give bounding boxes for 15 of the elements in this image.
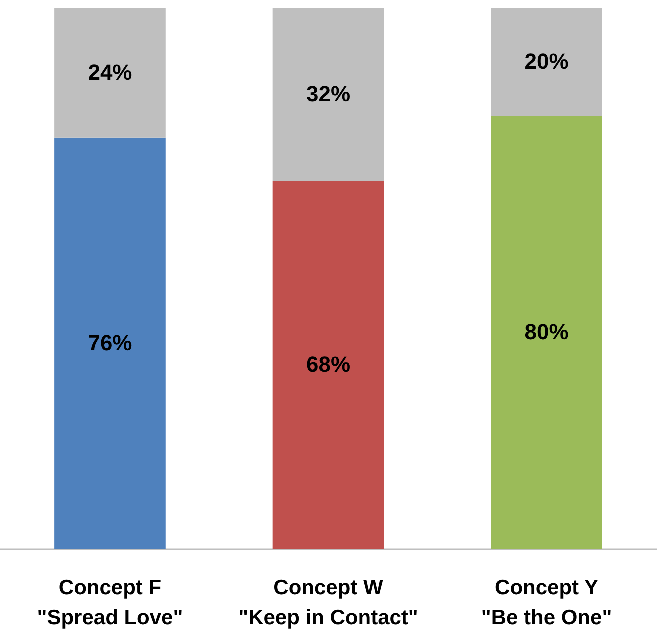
data-label: 80% (524, 320, 569, 345)
bar (54, 138, 166, 549)
bar (272, 181, 384, 549)
bar (272, 8, 384, 182)
data-label: 68% (306, 352, 351, 378)
x-tick-label: Concept F "Spread Love" (37, 576, 184, 630)
bar (491, 116, 602, 549)
data-label: 76% (88, 330, 132, 356)
data-label: 20% (524, 49, 569, 74)
x-tick-label: Concept Y "Be the One" (481, 576, 612, 630)
bar (54, 8, 166, 138)
bar (491, 8, 602, 116)
data-label: 32% (306, 82, 351, 107)
data-label: 24% (88, 60, 132, 85)
x-tick-label: Concept W "Keep in Contact" (238, 576, 418, 630)
